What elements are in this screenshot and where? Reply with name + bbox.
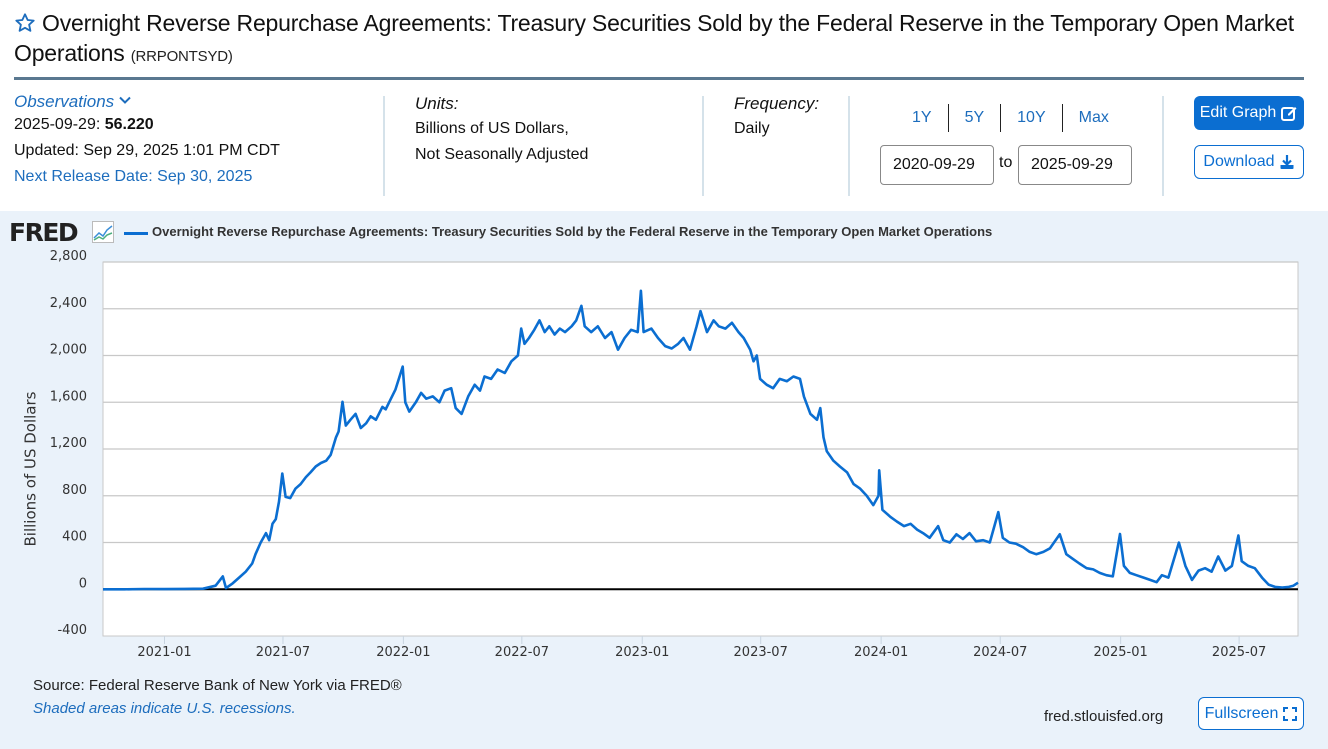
y-tick-label: 2,800	[50, 249, 87, 264]
observation-value: 56.220	[104, 116, 154, 133]
range-presets: 1Y 5Y 10Y Max	[896, 104, 1125, 132]
fullscreen-button[interactable]: Fullscreen	[1198, 697, 1304, 730]
series-title-block: Overnight Reverse Repurchase Agreements:…	[14, 8, 1304, 72]
x-tick-label: 2022-01	[376, 645, 430, 660]
observation-date: 2025-09-29	[14, 116, 96, 133]
series-id: (RRPONTSYD)	[130, 48, 233, 65]
y-tick-label: 800	[62, 483, 87, 498]
next-release-link[interactable]: Next Release Date: Sep 30, 2025	[14, 168, 253, 185]
y-tick-label: 0	[79, 576, 87, 591]
line-chart: -400 0 400 800 1,200 1,600 2,000 2,400 2,800 202…	[21, 249, 1299, 660]
chart-panel: FRED Overnight Reverse Repurchase Agreem…	[0, 211, 1328, 749]
frequency-label: Frequency:	[734, 94, 820, 113]
units-label: Units:	[415, 94, 459, 113]
y-tick-label: 1,200	[50, 436, 87, 451]
updated-timestamp: Updated: Sep 29, 2025 1:01 PM CDT	[14, 142, 280, 159]
download-button[interactable]: Download	[1194, 145, 1304, 179]
legend-swatch	[124, 232, 148, 235]
units-line-1: Billions of US Dollars,	[415, 120, 569, 137]
frequency-value: Daily	[734, 120, 770, 137]
x-tick-label: 2025-07	[1212, 645, 1266, 660]
x-tick-label: 2021-07	[256, 645, 310, 660]
edit-icon	[1281, 107, 1297, 121]
title-divider	[14, 77, 1304, 80]
y-tick-label: 1,600	[50, 389, 87, 404]
x-tick-label: 2024-01	[854, 645, 908, 660]
to-label: to	[999, 154, 1013, 171]
end-date-input[interactable]	[1018, 145, 1132, 185]
observations-label: Observations	[14, 92, 115, 111]
fullscreen-label: Fullscreen	[1204, 704, 1279, 722]
observations-dropdown[interactable]: Observations	[14, 92, 280, 112]
latest-observation: 2025-09-29: 56.220	[14, 116, 154, 133]
recession-note[interactable]: Shaded areas indicate U.S. recessions.	[33, 700, 296, 717]
legend-label: Overnight Reverse Repurchase Agreements:…	[152, 224, 993, 239]
range-max-button[interactable]: Max	[1078, 109, 1109, 126]
series-title-text: Overnight Reverse Repurchase Agreements:…	[14, 10, 1294, 66]
series-line	[103, 289, 1299, 591]
site-url: fred.stlouisfed.org	[1044, 708, 1164, 725]
download-label: Download	[1203, 153, 1275, 170]
y-tick-label: -400	[57, 623, 87, 638]
range-5y-button[interactable]: 5Y	[949, 104, 1002, 132]
edit-graph-label: Edit Graph	[1199, 104, 1277, 121]
observations-block: Observations 2025-09-29: 56.220 Updated:…	[14, 92, 280, 190]
units-block: Units: Billions of US Dollars, Not Seaso…	[415, 92, 588, 168]
frequency-block: Frequency: Daily	[734, 92, 819, 142]
column-divider	[702, 96, 704, 196]
download-icon	[1280, 155, 1294, 169]
fullscreen-icon	[1283, 706, 1298, 721]
source-note: Source: Federal Reserve Bank of New York…	[33, 677, 402, 694]
fred-logo: FRED	[9, 218, 79, 247]
chevron-down-icon	[119, 96, 131, 104]
column-divider	[383, 96, 385, 196]
series-title: Overnight Reverse Repurchase Agreements:…	[14, 8, 1304, 72]
metadata-bar: Observations 2025-09-29: 56.220 Updated:…	[0, 92, 1328, 202]
range-10y-button[interactable]: 10Y	[1001, 104, 1063, 132]
column-divider	[1162, 96, 1164, 196]
x-tick-label: 2025-01	[1093, 645, 1147, 660]
y-tick-label: 2,000	[50, 343, 87, 358]
edit-graph-button[interactable]: Edit Graph	[1194, 96, 1304, 130]
y-tick-label: 2,400	[50, 296, 87, 311]
units-line-2: Not Seasonally Adjusted	[415, 146, 589, 163]
x-tick-label: 2021-01	[137, 645, 191, 660]
range-1y-button[interactable]: 1Y	[896, 104, 949, 132]
x-tick-label: 2022-07	[495, 645, 549, 660]
y-tick-label: 400	[62, 530, 87, 545]
star-outline-icon[interactable]	[14, 12, 36, 34]
x-tick-label: 2023-07	[734, 645, 788, 660]
x-tick-label: 2023-01	[615, 645, 669, 660]
chart-line-icon	[92, 221, 114, 243]
column-divider	[848, 96, 850, 196]
y-axis-title: Billions of US Dollars	[21, 391, 39, 546]
x-tick-label: 2024-07	[973, 645, 1027, 660]
start-date-input[interactable]	[880, 145, 994, 185]
